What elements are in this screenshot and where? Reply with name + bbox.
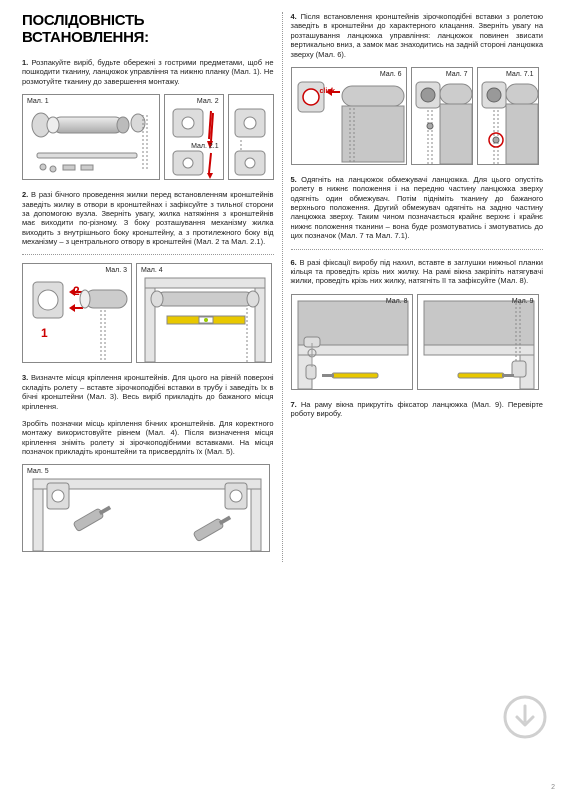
fig-4: Мал. 4: [136, 263, 272, 363]
step1-text: 1. Розпакуйте виріб, будьте обережні з г…: [22, 58, 274, 86]
sep-right: [291, 249, 544, 250]
fig-21-label: Мал. 2.1: [191, 143, 219, 150]
fig-2: Мал. 2 Мал. 2.1: [164, 94, 224, 180]
fig-8: Мал. 8: [291, 294, 413, 390]
fig-1-svg: [23, 95, 160, 180]
fig-8-label: Мал. 8: [386, 298, 408, 305]
num-2: 2: [73, 284, 80, 298]
left-column: Послідовність встановлення: 1. Розпакуйт…: [14, 12, 283, 562]
fig-2b-svg: [229, 95, 274, 180]
fig-71-svg: [478, 68, 539, 165]
fig-7: Мал. 7: [411, 67, 473, 165]
fig-6: Мал. 6 click: [291, 67, 407, 165]
step2-body: В разі бічного проведення жилки перед вс…: [22, 190, 274, 246]
step7-text: 7. На раму вікна прикрутіть фіксатор лан…: [291, 400, 544, 419]
figrow-6-7: Мал. 6 click Мал. 7: [291, 67, 544, 165]
fig-1-label: Мал. 1: [27, 98, 49, 105]
fig-5-svg: [23, 465, 270, 552]
watermark-icon: [503, 695, 547, 739]
figrow-3-4: Мал. 3 2 1: [22, 263, 274, 363]
step3a-text: 3. Визначте місця кріплення кронштейнів.…: [22, 373, 274, 411]
fig-6-label: Мал. 6: [380, 71, 402, 78]
fig-9-svg: [418, 295, 539, 390]
figrow-1-2: Мал. 1: [22, 94, 274, 180]
figrow-5: Мал. 5: [22, 464, 274, 552]
fig-8-svg: [292, 295, 413, 390]
fig-6-svg: [292, 68, 407, 165]
fig-2-svg: [165, 95, 224, 180]
step6-text: 6. В разі фіксації виробу під нахил, вст…: [291, 258, 544, 286]
sep-left: [22, 254, 274, 255]
fig-9-label: Мал. 9: [512, 298, 534, 305]
step7-body: На раму вікна прикрутіть фіксатор ланцюж…: [291, 400, 543, 418]
fig-3-svg: [23, 264, 132, 363]
fig-5: Мал. 5: [22, 464, 270, 552]
page-title: Послідовність встановлення:: [22, 12, 274, 46]
step2-text: 2. В разі бічного проведення жилки перед…: [22, 190, 274, 246]
fig-9: Мал. 9: [417, 294, 539, 390]
step3b-text: Зробіть позначки місць кріплення бічних …: [22, 419, 274, 457]
right-column: 4. Після встановлення кронштейнів зірочк…: [283, 12, 552, 562]
step5-text: 5. Одягніть на ланцюжок обмежувачі ланцю…: [291, 175, 544, 241]
fig-4-svg: [137, 264, 272, 363]
fig-2b: [228, 94, 274, 180]
fig-3-label: Мал. 3: [105, 267, 127, 274]
step1-body: Розпакуйте виріб, будьте обережні з гост…: [22, 58, 274, 86]
figrow-8-9: Мал. 8 Мал. 9: [291, 294, 544, 390]
fig-7-label: Мал. 7: [446, 71, 468, 78]
fig-7-svg: [412, 68, 473, 165]
step5-body: Одягніть на ланцюжок обмежувачі ланцюжка…: [291, 175, 544, 240]
page-number: 2: [551, 784, 555, 791]
click-label: click: [320, 88, 336, 95]
fig-2-label: Мал. 2: [197, 98, 219, 105]
fig-4-label: Мал. 4: [141, 267, 163, 274]
fig-5-label: Мал. 5: [27, 468, 49, 475]
fig-71: Мал. 7.1: [477, 67, 539, 165]
fig-1: Мал. 1: [22, 94, 160, 180]
num-1: 1: [41, 326, 48, 340]
step4-text: 4. Після встановлення кронштейнів зірочк…: [291, 12, 544, 59]
step4-body: Після встановлення кронштейнів зірочкопо…: [291, 12, 544, 59]
step6-body: В разі фіксації виробу під нахил, вставт…: [291, 258, 544, 286]
step3a-body: Визначте місця кріплення кронштейнів. Дл…: [22, 373, 274, 410]
fig-3: Мал. 3 2 1: [22, 263, 132, 363]
fig-71-label: Мал. 7.1: [506, 71, 534, 78]
